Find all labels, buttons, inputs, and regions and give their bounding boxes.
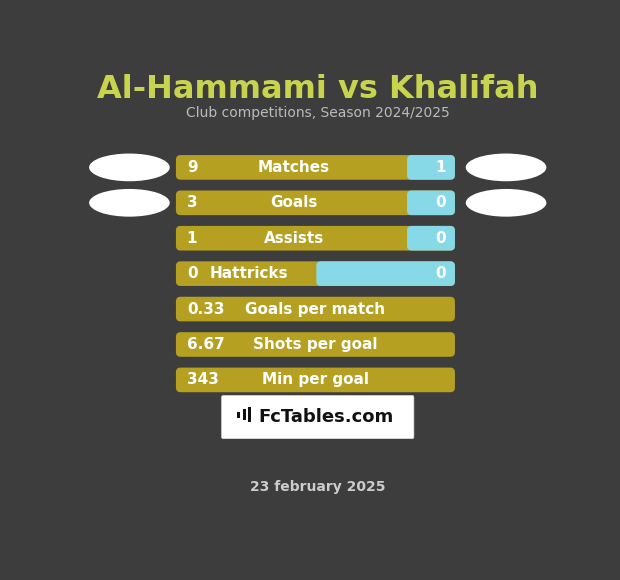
FancyBboxPatch shape xyxy=(176,297,455,321)
Text: Min per goal: Min per goal xyxy=(262,372,369,387)
FancyBboxPatch shape xyxy=(176,368,455,392)
Text: 0: 0 xyxy=(435,195,446,211)
FancyBboxPatch shape xyxy=(222,396,414,438)
FancyBboxPatch shape xyxy=(248,407,251,422)
Ellipse shape xyxy=(466,189,546,217)
Text: Matches: Matches xyxy=(258,160,330,175)
Text: 343: 343 xyxy=(187,372,219,387)
FancyBboxPatch shape xyxy=(176,226,455,251)
Text: 0.33: 0.33 xyxy=(187,302,224,317)
FancyBboxPatch shape xyxy=(237,412,241,418)
Text: Shots per goal: Shots per goal xyxy=(253,337,378,352)
Text: Hattricks: Hattricks xyxy=(209,266,288,281)
Text: 1: 1 xyxy=(187,231,197,246)
Text: 9: 9 xyxy=(187,160,197,175)
Text: Al-Hammami vs Khalifah: Al-Hammami vs Khalifah xyxy=(97,74,539,105)
Ellipse shape xyxy=(466,154,546,182)
Ellipse shape xyxy=(89,189,170,217)
Text: 0: 0 xyxy=(435,266,446,281)
Ellipse shape xyxy=(89,154,170,182)
Text: 1: 1 xyxy=(435,160,446,175)
FancyBboxPatch shape xyxy=(176,332,455,357)
Text: Goals: Goals xyxy=(270,195,317,211)
Text: 6.67: 6.67 xyxy=(187,337,224,352)
Text: Club competitions, Season 2024/2025: Club competitions, Season 2024/2025 xyxy=(186,107,450,121)
FancyBboxPatch shape xyxy=(407,155,455,180)
FancyBboxPatch shape xyxy=(176,155,455,180)
FancyBboxPatch shape xyxy=(407,190,455,215)
FancyBboxPatch shape xyxy=(407,226,455,251)
Text: 3: 3 xyxy=(187,195,197,211)
Text: FcTables.com: FcTables.com xyxy=(258,408,393,426)
Text: 0: 0 xyxy=(187,266,197,281)
Text: Goals per match: Goals per match xyxy=(246,302,386,317)
Text: 23 february 2025: 23 february 2025 xyxy=(250,480,386,494)
FancyBboxPatch shape xyxy=(316,262,455,286)
FancyBboxPatch shape xyxy=(176,262,455,286)
FancyBboxPatch shape xyxy=(242,409,246,420)
Text: Assists: Assists xyxy=(264,231,324,246)
Text: 0: 0 xyxy=(435,231,446,246)
FancyBboxPatch shape xyxy=(176,190,455,215)
